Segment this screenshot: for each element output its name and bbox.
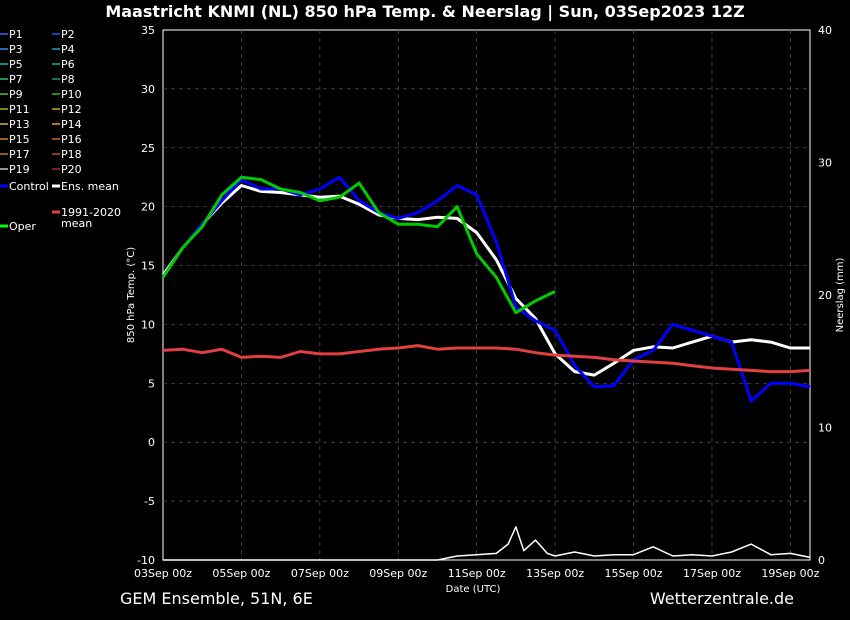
x-axis-label: Date (UTC) xyxy=(446,584,501,595)
y-axis-label: 850 hPa Temp. (°C) xyxy=(126,247,137,343)
y-tick-label: 0 xyxy=(148,436,155,449)
y-tick-label: 20 xyxy=(141,201,155,214)
legend-label: P16 xyxy=(61,133,82,146)
series-line-oper xyxy=(161,175,556,315)
legend-label: P9 xyxy=(9,88,23,101)
legend-label: P15 xyxy=(9,133,30,146)
legend-label: 1991-2020 xyxy=(61,206,121,219)
legend-label: P2 xyxy=(61,28,75,41)
legend-label: mean xyxy=(61,217,92,230)
legend-label: P12 xyxy=(61,103,82,116)
legend-label: P20 xyxy=(61,163,82,176)
x-tick-label: 03Sep 00z xyxy=(134,567,192,580)
legend-label: Control xyxy=(9,180,49,193)
legend-label: P8 xyxy=(61,73,75,86)
y-tick-label: 25 xyxy=(141,142,155,155)
legend-label: P4 xyxy=(61,43,75,56)
y-tick-label: -10 xyxy=(137,554,155,567)
legend-label: P7 xyxy=(9,73,23,86)
series-line-control xyxy=(161,175,811,403)
plot-area: -10 -5 0 5 10 15 20 25 30 35 0 10 20 30 40 03Sep 00z 05S… xyxy=(134,24,832,580)
legend-label: P14 xyxy=(61,118,82,131)
footer-left: GEM Ensemble, 51N, 6E xyxy=(120,589,313,608)
y2-tick-label: 10 xyxy=(818,422,832,435)
legend-label: P11 xyxy=(9,103,30,116)
x-tick-label: 11Sep 00z xyxy=(448,567,506,580)
legend-label: P18 xyxy=(61,148,82,161)
y-tick-label: 30 xyxy=(141,83,155,96)
x-tick-label: 13Sep 00z xyxy=(526,567,584,580)
legend: P1 P2 P3 P4 P5 P6 P7 P8 P9 P10 P11 P12 P13 P14 P15 P16 P… xyxy=(0,28,121,233)
x-tick-label: 15Sep 00z xyxy=(605,567,663,580)
y-tick-label: 15 xyxy=(141,260,155,273)
y-tick-label: -5 xyxy=(144,495,155,508)
footer-right: Wetterzentrale.de xyxy=(650,589,794,608)
x-tick-label: 17Sep 00z xyxy=(683,567,741,580)
chart-title: Maastricht KNMI (NL) 850 hPa Temp. & Nee… xyxy=(105,2,744,22)
series-line-1991-2020-mean xyxy=(162,344,811,374)
legend-label: Ens. mean xyxy=(61,180,119,193)
legend-label: Oper xyxy=(9,220,36,233)
legend-label: P3 xyxy=(9,43,23,56)
legend-label: P13 xyxy=(9,118,30,131)
legend-label: P10 xyxy=(61,88,82,101)
series-line-ens-mean-precip xyxy=(163,526,811,561)
plot-frame xyxy=(162,29,811,561)
y-tick-label: 35 xyxy=(141,24,155,37)
legend-label: P5 xyxy=(9,58,23,71)
legend-label: P19 xyxy=(9,163,30,176)
legend-label: P6 xyxy=(61,58,75,71)
x-tick-label: 05Sep 00z xyxy=(212,567,270,580)
series-line-ens-mean xyxy=(161,184,810,377)
y2-tick-label: 0 xyxy=(818,554,825,567)
x-tick-label: 09Sep 00z xyxy=(369,567,427,580)
x-tick-label: 19Sep 00z xyxy=(761,567,819,580)
y2-tick-label: 40 xyxy=(818,24,832,37)
legend-label: P1 xyxy=(9,28,23,41)
y-tick-label: 10 xyxy=(141,318,155,331)
y2-tick-label: 20 xyxy=(818,289,832,302)
legend-label: P17 xyxy=(9,148,30,161)
y2-tick-label: 30 xyxy=(818,157,832,170)
x-tick-label: 07Sep 00z xyxy=(291,567,349,580)
y2-axis-label: Neerslag (mm) xyxy=(835,257,846,332)
y-tick-label: 5 xyxy=(148,377,155,390)
